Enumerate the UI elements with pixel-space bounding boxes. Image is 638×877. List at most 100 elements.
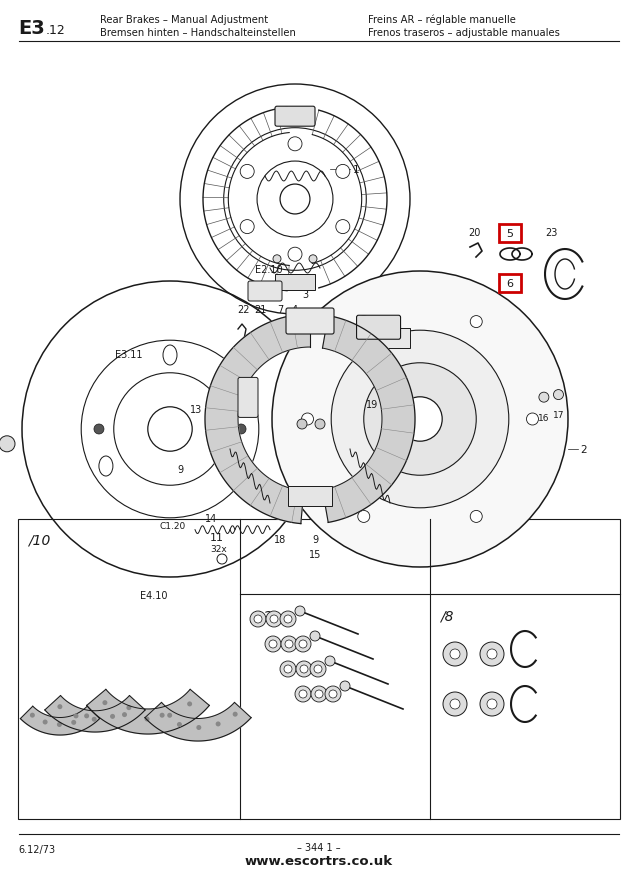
Circle shape	[297, 419, 307, 430]
Circle shape	[284, 616, 292, 624]
Text: 13: 13	[190, 404, 202, 415]
Circle shape	[470, 510, 482, 523]
Text: 9: 9	[177, 465, 183, 474]
Circle shape	[487, 649, 497, 660]
Text: www.escortrs.co.uk: www.escortrs.co.uk	[245, 854, 393, 867]
Circle shape	[325, 686, 341, 702]
Circle shape	[295, 637, 311, 652]
Circle shape	[526, 414, 538, 425]
Circle shape	[84, 714, 89, 718]
Circle shape	[266, 611, 282, 627]
Text: 22: 22	[237, 304, 249, 315]
Circle shape	[398, 397, 442, 442]
Circle shape	[57, 722, 62, 727]
Text: 32x: 32x	[210, 545, 226, 554]
Polygon shape	[145, 702, 251, 741]
Text: 7: 7	[277, 304, 283, 315]
Circle shape	[340, 681, 350, 691]
Circle shape	[167, 713, 172, 718]
Circle shape	[443, 692, 467, 717]
Text: 23: 23	[545, 228, 558, 238]
Ellipse shape	[227, 457, 241, 476]
Text: /10: /10	[28, 532, 50, 546]
Circle shape	[311, 686, 327, 702]
Circle shape	[450, 649, 460, 660]
Bar	[288, 487, 332, 506]
Circle shape	[299, 640, 307, 648]
Text: 15: 15	[309, 549, 321, 560]
Text: .12: .12	[46, 24, 66, 37]
Circle shape	[94, 424, 104, 434]
Text: 16: 16	[538, 413, 550, 422]
Circle shape	[160, 713, 165, 718]
Text: 5: 5	[507, 229, 514, 239]
Bar	[0, 42, 638, 530]
Bar	[499, 225, 521, 243]
Circle shape	[553, 390, 563, 400]
Circle shape	[126, 705, 131, 710]
Circle shape	[295, 686, 311, 702]
Text: E3.11: E3.11	[115, 350, 142, 360]
Circle shape	[110, 714, 115, 719]
Bar	[499, 275, 521, 293]
Circle shape	[281, 637, 297, 652]
Circle shape	[310, 661, 326, 677]
Text: Freins AR – réglable manuelle: Freins AR – réglable manuelle	[368, 15, 516, 25]
FancyBboxPatch shape	[248, 282, 282, 302]
Circle shape	[487, 699, 497, 709]
Circle shape	[30, 713, 35, 718]
Text: Rear Brakes – Manual Adjustment: Rear Brakes – Manual Adjustment	[100, 15, 268, 25]
Circle shape	[280, 185, 310, 215]
Circle shape	[302, 414, 313, 425]
Circle shape	[336, 165, 350, 179]
Circle shape	[197, 725, 202, 731]
Circle shape	[269, 640, 277, 648]
Polygon shape	[322, 317, 415, 523]
Text: 6.12/73: 6.12/73	[18, 844, 55, 854]
Circle shape	[236, 424, 246, 434]
Circle shape	[443, 642, 467, 667]
Ellipse shape	[163, 346, 177, 366]
Circle shape	[539, 393, 549, 403]
Polygon shape	[45, 695, 145, 732]
Circle shape	[103, 701, 107, 705]
Text: – 344 1 –: – 344 1 –	[297, 842, 341, 852]
Circle shape	[284, 666, 292, 674]
FancyBboxPatch shape	[275, 107, 315, 127]
Circle shape	[288, 138, 302, 152]
Text: 19: 19	[366, 400, 378, 410]
Circle shape	[358, 510, 370, 523]
Circle shape	[280, 611, 296, 627]
Circle shape	[310, 631, 320, 641]
Text: Frenos traseros – adjustable manuales: Frenos traseros – adjustable manuales	[368, 28, 560, 38]
Circle shape	[265, 637, 281, 652]
Text: E3: E3	[18, 18, 45, 38]
Circle shape	[285, 640, 293, 648]
Circle shape	[325, 656, 335, 667]
Bar	[360, 328, 410, 348]
Text: 14: 14	[205, 513, 218, 524]
Circle shape	[145, 717, 149, 722]
Circle shape	[331, 331, 508, 508]
Bar	[275, 275, 315, 290]
Text: 6: 6	[507, 279, 514, 289]
Text: 2: 2	[580, 445, 586, 454]
Text: 17: 17	[553, 410, 564, 419]
Text: E2.10: E2.10	[255, 265, 283, 275]
Circle shape	[358, 317, 370, 328]
Circle shape	[0, 436, 15, 453]
Circle shape	[300, 666, 308, 674]
Circle shape	[122, 712, 127, 717]
Text: 20: 20	[468, 228, 480, 238]
Circle shape	[336, 220, 350, 234]
Text: 18: 18	[274, 534, 286, 545]
Circle shape	[250, 611, 266, 627]
Bar	[18, 519, 620, 819]
Circle shape	[470, 317, 482, 328]
Circle shape	[43, 720, 48, 724]
Circle shape	[187, 702, 192, 707]
Circle shape	[233, 712, 238, 717]
Circle shape	[177, 722, 182, 727]
Circle shape	[329, 690, 337, 698]
Circle shape	[450, 699, 460, 709]
